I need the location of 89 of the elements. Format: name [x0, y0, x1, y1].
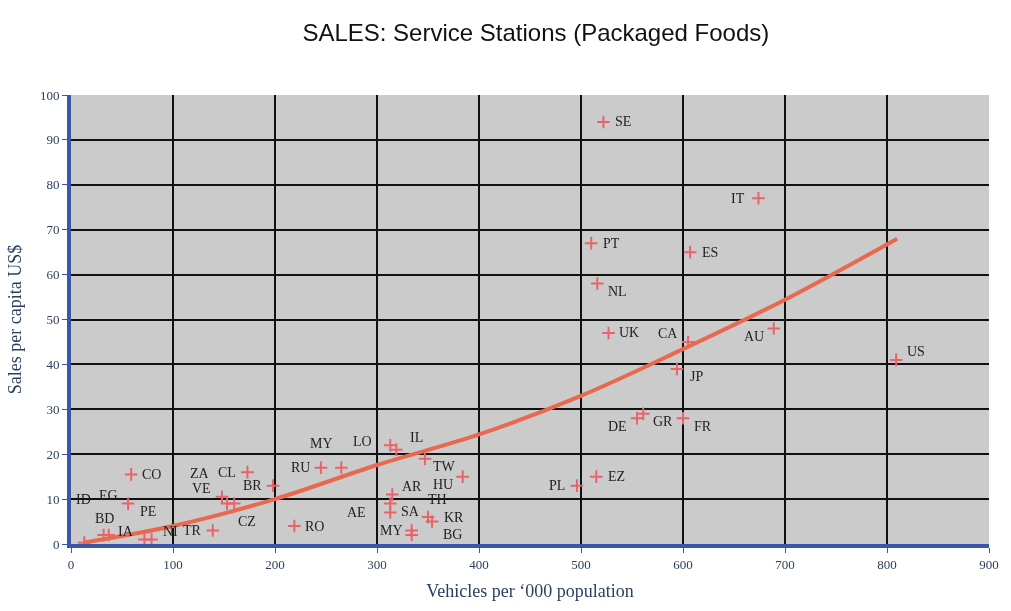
point — [751, 190, 766, 206]
annotation: MY — [310, 436, 333, 451]
annotation: BR — [243, 478, 263, 493]
y-tick-label: 80 — [46, 177, 60, 193]
annotation: PT — [603, 236, 620, 251]
annotation: CZ — [238, 514, 256, 529]
annotation: CL — [218, 465, 236, 480]
annotation: ZA — [190, 466, 210, 481]
x-tick-label: 600 — [673, 556, 693, 572]
point — [675, 410, 691, 426]
point — [601, 325, 616, 341]
y-tick-label: 90 — [46, 132, 60, 148]
point — [455, 469, 470, 484]
annotation: RO — [305, 519, 325, 534]
annotation: NL — [608, 284, 627, 299]
annotation: US — [907, 344, 925, 359]
point — [120, 496, 136, 511]
annotation: EZ — [608, 469, 626, 484]
annotation: FR — [694, 419, 712, 434]
point — [569, 478, 585, 493]
point — [766, 321, 782, 336]
annotation: JP — [690, 369, 704, 384]
y-tick-label: 100 — [39, 87, 60, 103]
point — [313, 460, 329, 475]
point — [287, 518, 302, 534]
annotation: ES — [702, 245, 719, 260]
y-tick-label: 40 — [46, 356, 60, 372]
x-tick-label: 300 — [367, 556, 387, 572]
x-tick-label: 200 — [265, 556, 285, 572]
point — [205, 523, 221, 538]
y-tick-label: 50 — [46, 312, 60, 328]
point — [589, 469, 604, 484]
annotation: AE — [347, 505, 366, 520]
point — [226, 496, 242, 511]
point — [240, 464, 255, 480]
annotation: TW — [433, 459, 456, 474]
y-tick-label: 30 — [46, 401, 60, 417]
annotation: AR — [402, 479, 423, 494]
y-tick-label: 60 — [46, 267, 60, 283]
annotation: DE — [608, 419, 627, 434]
point — [382, 505, 398, 520]
x-tick-label: 800 — [877, 556, 897, 572]
annotation: VE — [192, 481, 211, 496]
annotation: KR — [444, 510, 465, 525]
point — [590, 276, 605, 291]
annotation: LO — [353, 434, 372, 449]
annotation: MY — [380, 523, 403, 538]
annotation: GR — [653, 414, 674, 429]
annotation: AU — [744, 329, 765, 344]
y-tick-label: 20 — [46, 446, 60, 462]
x-tick-label: 700 — [775, 556, 795, 572]
annotation: CO — [142, 467, 162, 482]
annotation: BD — [95, 511, 115, 526]
x-tick-label: 500 — [571, 556, 591, 572]
x-axis-title: Vehicles per ‘000 population — [426, 581, 634, 602]
annotation: BG — [443, 527, 463, 542]
y-tick-label: 10 — [46, 491, 60, 507]
chart-title: SALES: Service Stations (Packaged Foods) — [302, 19, 770, 47]
annotation: UK — [619, 325, 640, 340]
annotation: PL — [549, 478, 566, 493]
point — [404, 527, 419, 543]
point — [144, 532, 159, 544]
point — [265, 478, 281, 493]
point — [385, 487, 400, 502]
annotation: PE — [140, 504, 157, 519]
annotation: CA — [658, 326, 679, 341]
x-tick-label: 100 — [163, 556, 183, 572]
annotation: IT — [731, 191, 745, 206]
annotation: SA — [401, 504, 420, 519]
point — [583, 235, 599, 251]
annotation: RU — [291, 460, 311, 475]
point — [669, 361, 685, 377]
x-tick-label: 400 — [469, 556, 489, 572]
annotation: IL — [410, 430, 424, 445]
point — [682, 244, 698, 260]
annotation: SE — [615, 114, 632, 129]
point — [417, 451, 433, 466]
point — [629, 410, 645, 426]
y-axis-title: Sales per capita US$ — [4, 244, 25, 395]
y-tick-label: 0 — [52, 536, 60, 552]
point — [596, 114, 611, 130]
point — [123, 467, 139, 482]
point — [334, 460, 349, 475]
x-tick-label: 0 — [67, 556, 75, 572]
annotation: TR — [183, 523, 202, 538]
y-tick-label: 70 — [46, 222, 60, 238]
point — [888, 352, 904, 368]
annotation: HU — [433, 477, 454, 492]
x-tick-label: 900 — [979, 556, 999, 572]
